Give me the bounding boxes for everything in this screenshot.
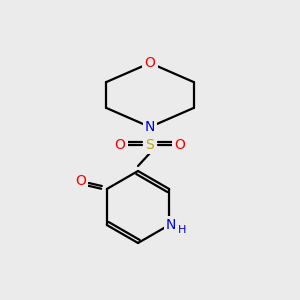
Text: O: O xyxy=(75,174,86,188)
Text: O: O xyxy=(175,138,185,152)
Text: S: S xyxy=(146,138,154,152)
Text: O: O xyxy=(115,138,125,152)
Text: N: N xyxy=(166,218,176,232)
Text: O: O xyxy=(145,56,155,70)
Text: N: N xyxy=(145,120,155,134)
Text: H: H xyxy=(178,225,186,235)
